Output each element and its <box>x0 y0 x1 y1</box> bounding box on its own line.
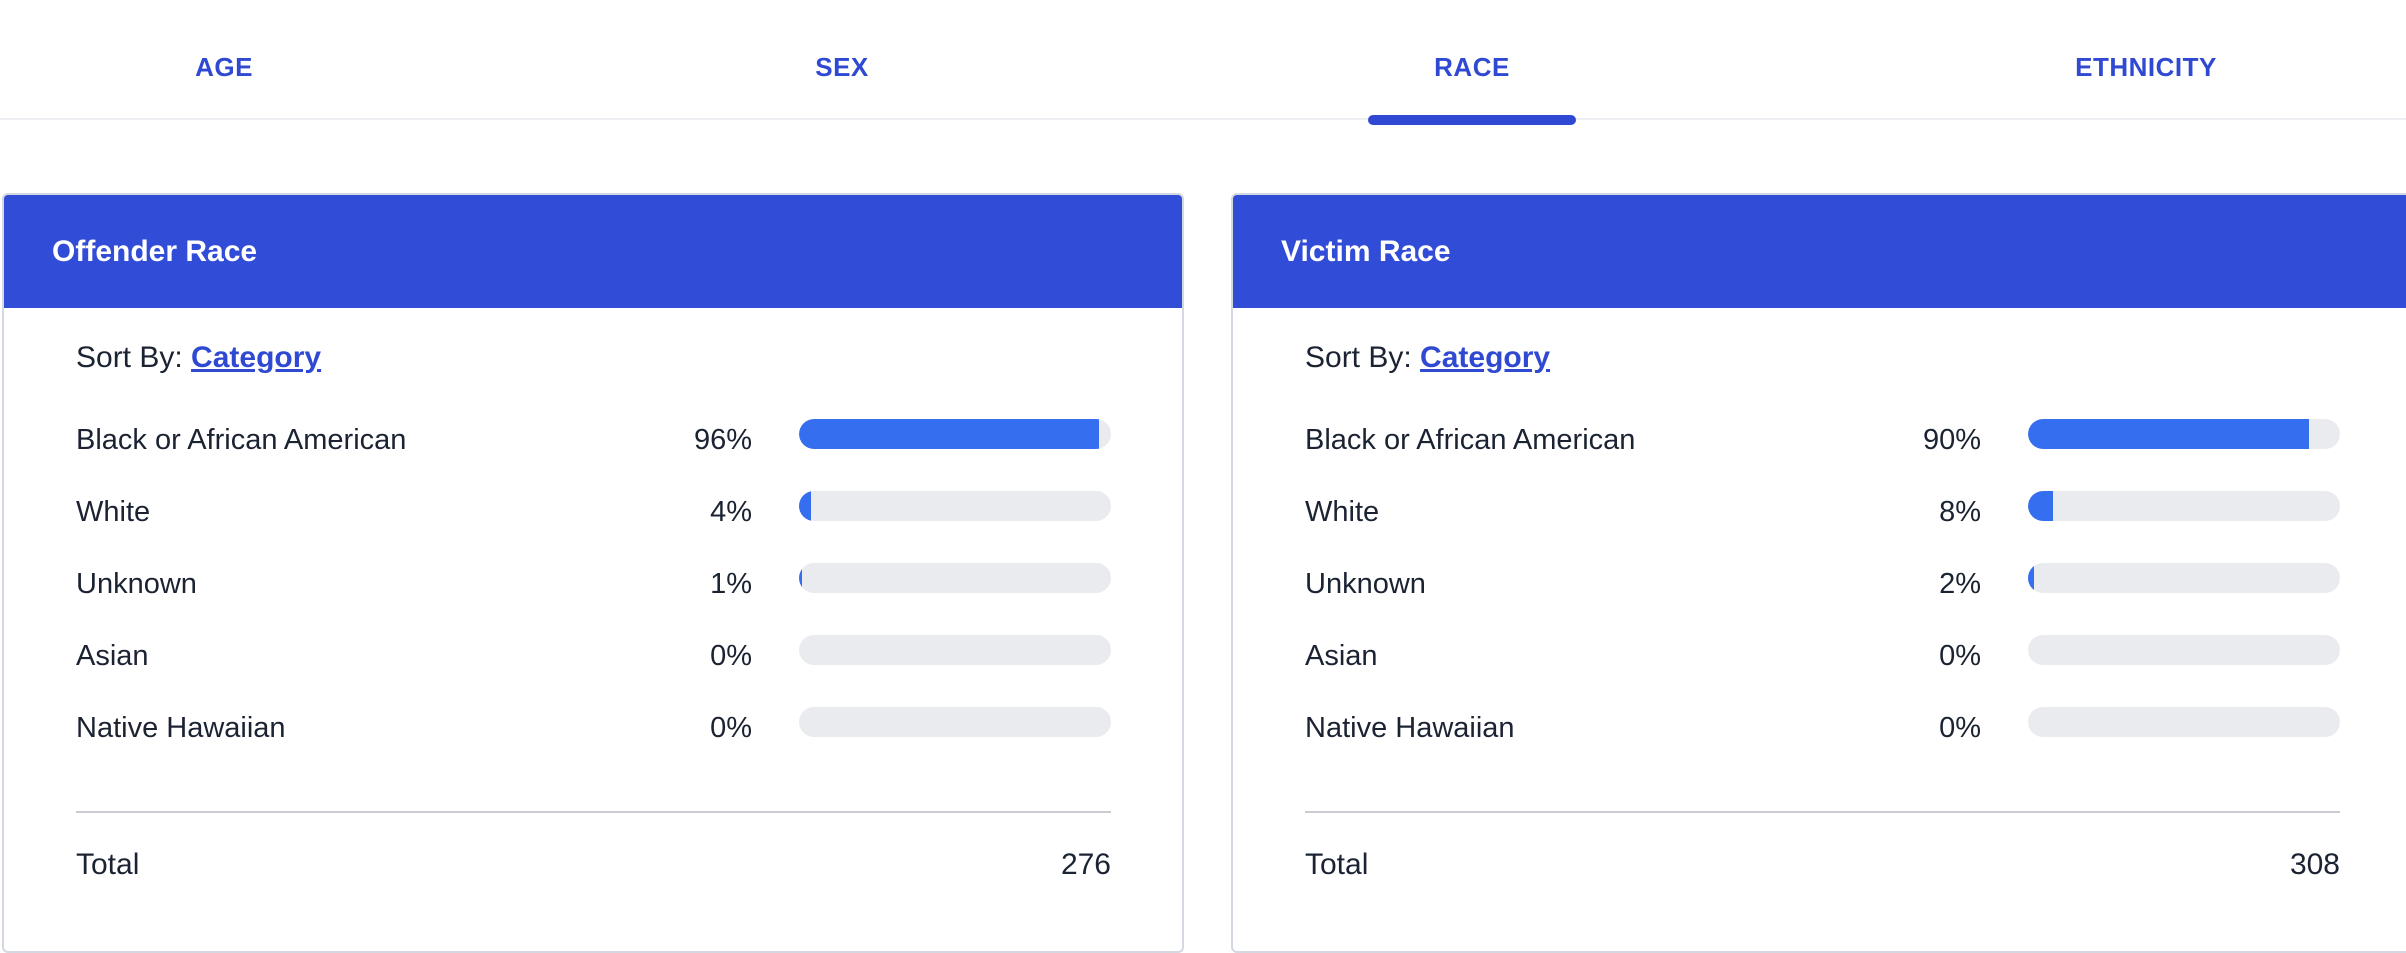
bar-track <box>799 491 1111 521</box>
bar-track <box>2028 491 2340 521</box>
sort-by-label: Sort By: <box>1305 341 1412 374</box>
victim-race-panel: Victim Race Sort By: Category Black or A… <box>1231 193 2406 953</box>
tab-race[interactable]: RACE <box>1434 52 1510 82</box>
row-label: White <box>1305 496 1380 528</box>
total-value: 276 <box>1060 848 1111 881</box>
bar-track <box>2028 707 2340 737</box>
row-label: Unknown <box>76 568 197 600</box>
total-label: Total <box>76 848 140 881</box>
list-item: Black or African American 90% <box>1305 424 1981 464</box>
bar-track <box>2028 635 2340 665</box>
bar-fill <box>799 419 1099 449</box>
bar-fill <box>2028 563 2035 593</box>
bar-track <box>799 635 1111 665</box>
bar-fill <box>799 563 803 593</box>
list-item: White 4% <box>76 496 752 536</box>
tab-age[interactable]: AGE <box>195 52 253 82</box>
row-percent: 0% <box>710 712 752 744</box>
bar-track <box>799 707 1111 737</box>
tab-ethnicity[interactable]: ETHNICITY <box>2075 52 2217 82</box>
bar-track <box>2028 563 2340 593</box>
demographic-tabs: AGE SEX RACE ETHNICITY <box>0 0 2406 125</box>
sort-by-category-link[interactable]: Category <box>191 341 322 374</box>
divider <box>76 811 1111 813</box>
row-percent: 96% <box>693 424 752 456</box>
list-item: Asian 0% <box>76 640 752 680</box>
total-value: 308 <box>2289 848 2340 881</box>
row-percent: 0% <box>1939 640 1981 672</box>
list-item: Unknown 2% <box>1305 568 1981 608</box>
row-label: Asian <box>76 640 149 672</box>
panel-title: Offender Race <box>4 195 1182 308</box>
row-percent: 90% <box>1922 424 1981 456</box>
offender-race-panel: Offender Race Sort By: Category Black or… <box>2 193 1184 953</box>
row-label: Native Hawaiian <box>76 712 286 744</box>
bar-fill <box>2028 491 2053 521</box>
bar-fill <box>799 491 812 521</box>
row-percent: 0% <box>1939 712 1981 744</box>
row-label: Black or African American <box>1305 424 1636 456</box>
list-item: White 8% <box>1305 496 1981 536</box>
panel-title: Victim Race <box>1233 195 2406 308</box>
row-percent: 4% <box>710 496 752 528</box>
list-item: Native Hawaiian 0% <box>76 712 752 752</box>
bar-track <box>799 419 1111 449</box>
sort-by-category-link[interactable]: Category <box>1420 341 1551 374</box>
list-item: Native Hawaiian 0% <box>1305 712 1981 752</box>
row-label: Unknown <box>1305 568 1426 600</box>
row-label: Asian <box>1305 640 1378 672</box>
list-item: Black or African American 96% <box>76 424 752 464</box>
row-percent: 8% <box>1939 496 1981 528</box>
bar-track <box>2028 419 2340 449</box>
active-tab-indicator <box>1368 115 1576 125</box>
bar-fill <box>2028 419 2309 449</box>
row-label: Black or African American <box>76 424 407 456</box>
list-item: Asian 0% <box>1305 640 1981 680</box>
list-item: Unknown 1% <box>76 568 752 608</box>
bar-track <box>799 563 1111 593</box>
row-label: Native Hawaiian <box>1305 712 1515 744</box>
sort-by-label: Sort By: <box>76 341 183 374</box>
sort-by: Sort By: Category <box>76 341 321 375</box>
row-percent: 1% <box>710 568 752 600</box>
total-label: Total <box>1305 848 1369 881</box>
row-percent: 2% <box>1939 568 1981 600</box>
sort-by: Sort By: Category <box>1305 341 1550 375</box>
row-label: White <box>76 496 151 528</box>
divider <box>1305 811 2340 813</box>
tab-sex[interactable]: SEX <box>815 52 869 82</box>
row-percent: 0% <box>710 640 752 672</box>
